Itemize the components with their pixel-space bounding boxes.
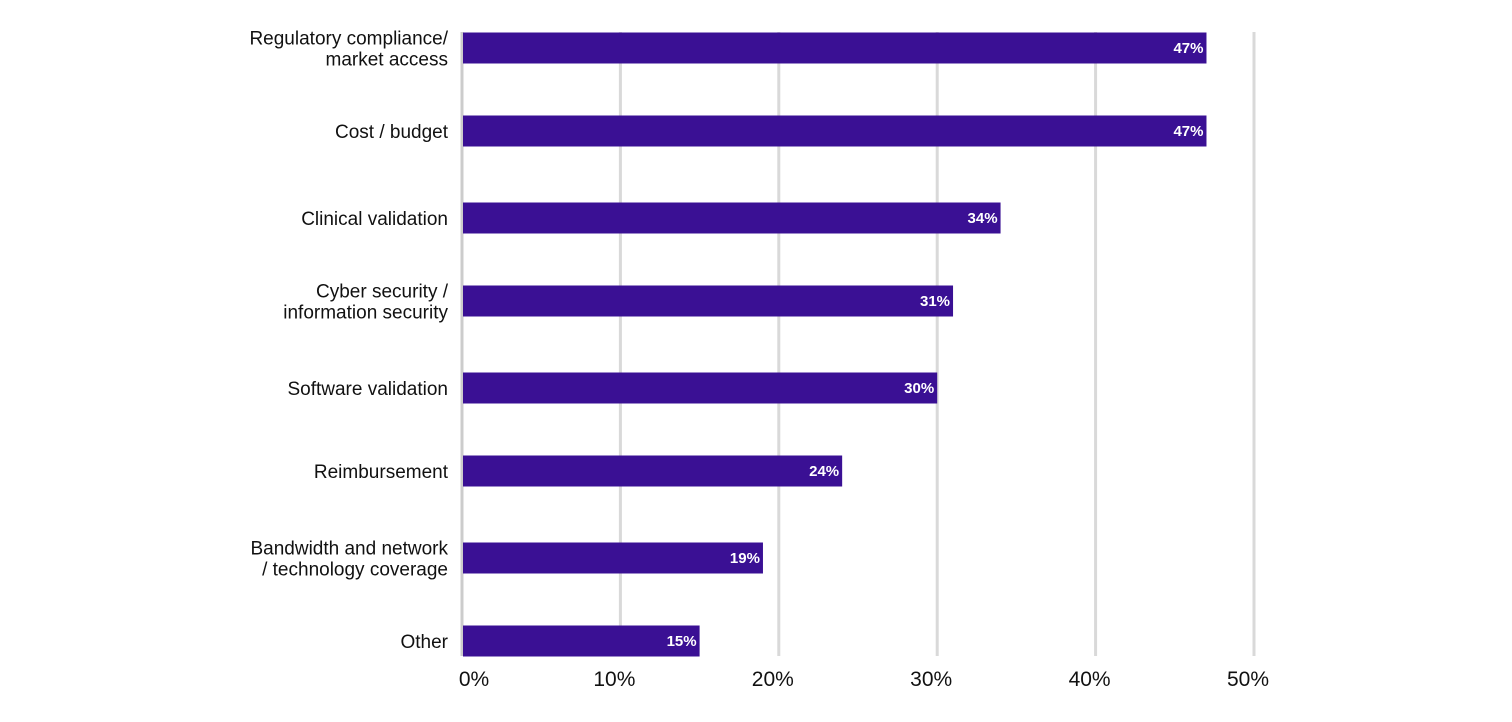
- bar: [463, 285, 954, 317]
- bars-layer: [463, 32, 1207, 657]
- x-tick-label: 10%: [593, 668, 635, 691]
- x-tick-label: 30%: [910, 668, 952, 691]
- x-tick-label: 0%: [459, 668, 489, 691]
- data-label: 19%: [730, 550, 760, 567]
- category-label: Cyber security / information security: [283, 282, 448, 324]
- category-label: Clinical validation: [301, 209, 448, 230]
- data-label: 34%: [968, 210, 998, 227]
- category-label: Reimbursement: [314, 462, 449, 483]
- category-label: Bandwidth and network / technology covera…: [250, 539, 448, 581]
- x-tick-label: 20%: [752, 668, 794, 691]
- category-label: Other: [400, 632, 448, 653]
- x-axis-ticks: 0% 10% 20% 30% 40% 50%: [459, 668, 1269, 691]
- data-label: 30%: [904, 380, 934, 397]
- data-label: 15%: [667, 633, 697, 650]
- bar: [463, 372, 938, 404]
- bar: [463, 455, 843, 487]
- category-label: Regulatory compliance/market access: [249, 29, 448, 71]
- x-tick-label: 40%: [1069, 668, 1111, 691]
- x-tick-label: 50%: [1227, 668, 1269, 691]
- bar: [463, 625, 700, 657]
- labels-layer: 47% Regulatory compliance/market access 47…: [249, 29, 1203, 654]
- bar: [463, 202, 1001, 234]
- data-label: 31%: [920, 293, 950, 310]
- bar: [463, 542, 763, 574]
- data-label: 24%: [809, 463, 839, 480]
- bar: [463, 115, 1207, 147]
- category-label: Cost / budget: [335, 122, 449, 143]
- data-label: 47%: [1173, 40, 1203, 57]
- category-label: Software validation: [287, 379, 448, 400]
- bar: [463, 32, 1207, 64]
- data-label: 47%: [1173, 123, 1203, 140]
